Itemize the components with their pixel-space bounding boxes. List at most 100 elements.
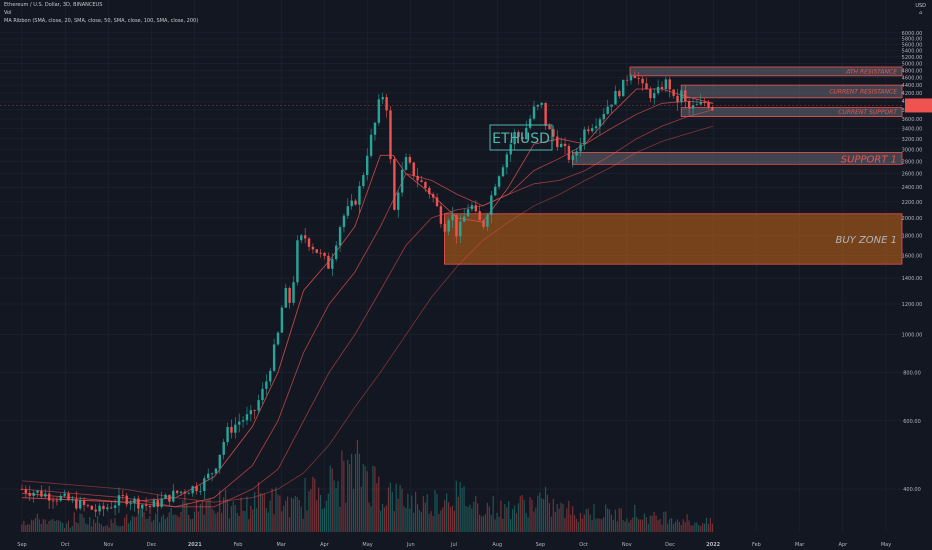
symbol-line[interactable]: Ethereum / U.S. Dollar, 3D, BINANCEUS <box>4 2 103 8</box>
volume-bar <box>143 512 145 532</box>
volume-bar <box>127 523 130 532</box>
candle-body <box>234 424 237 433</box>
candle-body <box>121 495 125 497</box>
zone-box[interactable] <box>443 213 903 265</box>
candle-body <box>676 95 679 103</box>
volume-bar <box>653 511 655 532</box>
candle-body <box>625 79 629 81</box>
candle-body <box>24 489 28 493</box>
candle-body <box>272 344 276 371</box>
volume-bar <box>343 460 345 532</box>
ma-ribbon-line[interactable]: MA Ribbon (SMA, close, 20, SMA, close, 5… <box>4 18 199 24</box>
volume-bar <box>271 488 273 532</box>
volume-bar <box>224 489 227 532</box>
candle-body <box>257 400 260 411</box>
zone-box[interactable] <box>629 66 903 77</box>
volume-bar <box>482 516 485 532</box>
x-tick-label: Jul <box>450 542 457 548</box>
volume-bar <box>168 512 170 532</box>
volume-bar <box>30 519 33 532</box>
candle-body <box>311 246 315 250</box>
candle-body <box>633 75 637 79</box>
volume-bar <box>432 515 434 532</box>
volume-bar <box>395 483 397 532</box>
last-price-tag <box>0 98 932 113</box>
volume-bar <box>149 515 151 532</box>
candle-body <box>397 192 400 210</box>
currency-label: USD <box>915 3 926 9</box>
volume-bar <box>104 526 106 532</box>
volume-bar <box>205 500 207 532</box>
volume-bar <box>608 509 611 532</box>
zone-box[interactable] <box>680 107 903 118</box>
volume-bar <box>566 508 568 532</box>
volume-bar <box>595 518 597 532</box>
volume-bar <box>488 506 490 532</box>
x-tick-label: Mar <box>276 542 286 548</box>
volume-bar <box>158 522 161 532</box>
volume-bar <box>310 489 312 532</box>
volume-bar <box>630 519 632 532</box>
volume-bar <box>151 522 153 532</box>
volume-bar <box>244 511 246 532</box>
x-axis[interactable]: Sep Oct Nov Dec 2021 Feb Mar Apr May Jun Jul Aug Sep… <box>17 542 891 548</box>
volume-bar <box>696 522 698 532</box>
lock-scale-icon[interactable]: ⌂ <box>919 10 923 16</box>
volume-bar <box>589 514 591 532</box>
volume-bar <box>108 527 110 532</box>
volume-bar <box>529 496 531 532</box>
candle-body <box>598 119 602 127</box>
volume-bar <box>577 521 580 532</box>
volume-bar <box>56 520 58 532</box>
candle-body <box>296 240 299 283</box>
candle-body <box>315 249 318 253</box>
volume-bar <box>544 486 547 532</box>
ma-ribbon <box>21 88 714 508</box>
volume-bar <box>203 514 205 532</box>
volume-bar <box>347 459 349 532</box>
candle-body <box>214 468 218 474</box>
volume-bar <box>38 519 40 532</box>
volume-bar <box>413 512 415 532</box>
candle-body <box>284 288 287 308</box>
volume-bar <box>166 517 168 532</box>
candle-body <box>168 494 171 502</box>
volume-bar <box>649 515 651 532</box>
volume-bar <box>91 526 93 532</box>
volume-bar <box>209 499 211 532</box>
volume-bar <box>255 508 258 532</box>
candle-body <box>203 478 206 492</box>
volume-bar <box>535 507 537 532</box>
candle-body <box>44 493 47 497</box>
candle-body <box>245 414 249 421</box>
candle-body <box>249 410 253 415</box>
volume-bar <box>75 522 77 532</box>
candle-body <box>393 159 396 210</box>
volume-bar <box>230 506 232 532</box>
volume-bar <box>407 493 409 532</box>
vol-line[interactable]: Vol <box>4 10 12 16</box>
candle-body <box>113 505 117 508</box>
candle-body <box>323 252 326 256</box>
candle-body <box>129 503 132 505</box>
volume-bar <box>364 465 366 532</box>
candle-body <box>381 97 384 100</box>
candle-body <box>164 494 167 499</box>
volume-bar <box>610 514 613 532</box>
candle-body <box>276 332 280 345</box>
candle-body <box>594 126 598 129</box>
volume-bar <box>387 487 390 532</box>
volume-bar <box>180 511 182 532</box>
volume-bar <box>85 523 87 532</box>
candle-body <box>133 498 136 504</box>
candle-body <box>540 102 543 105</box>
volume-bar <box>25 525 27 532</box>
volume-bar <box>124 517 126 532</box>
currency-badge[interactable]: USD ⌂ <box>915 3 926 17</box>
volume-bar <box>601 519 603 532</box>
candle-body <box>447 220 450 232</box>
candle-body <box>536 104 540 107</box>
zones[interactable] <box>443 66 903 265</box>
volume-bar <box>341 450 343 532</box>
